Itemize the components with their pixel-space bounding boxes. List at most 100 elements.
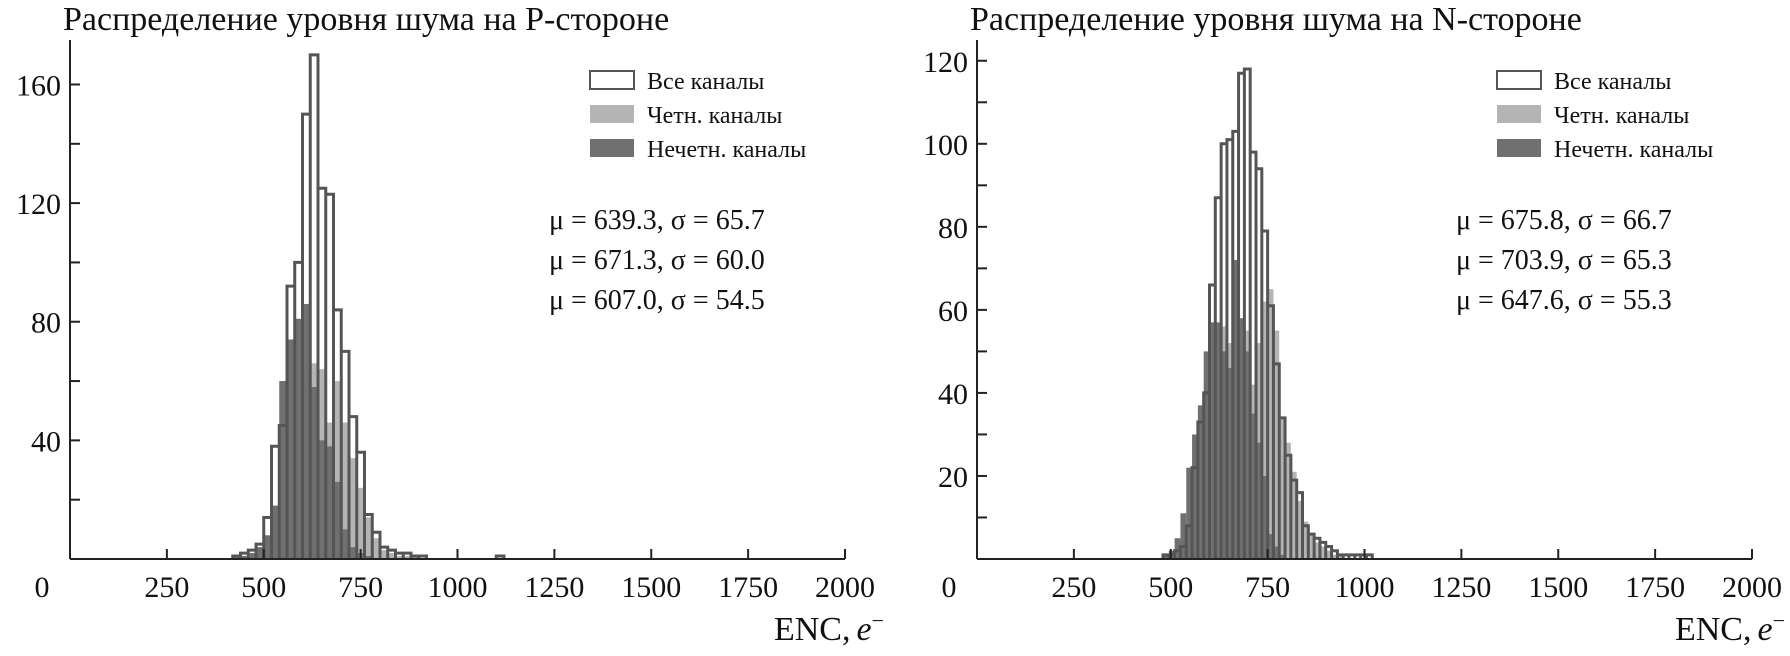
- bar-p-series1-21: [403, 556, 411, 559]
- stat-even-n: μ = 703.9, σ = 65.3: [1456, 245, 1672, 276]
- y-tick-label-n-20: 20: [938, 461, 968, 494]
- bar-n-series2-3: [1180, 513, 1187, 559]
- y-tick-label-n-60: 60: [938, 295, 968, 328]
- legend-label-all-n: Все каналы: [1554, 69, 1671, 95]
- bar-n-series1-24: [1302, 521, 1309, 559]
- chart-title-n: Распределение уровня шума на N-стороне: [970, 1, 1582, 38]
- x-tick-label-p-2000: 2000: [815, 571, 875, 604]
- bar-n-series2-4: [1186, 467, 1193, 559]
- bar-n-series2-15: [1250, 413, 1256, 559]
- x-axis-label-n: ENC, e−: [1675, 608, 1785, 648]
- legend-swatch-even-p: [590, 105, 634, 123]
- x-tick-label-p-1000: 1000: [428, 571, 488, 604]
- ticks-n: 0 250 500 750 1000 1250 1500 1750 2000 20 40 60 80 10…: [923, 46, 1782, 604]
- bar-n-series2-14: [1244, 351, 1251, 559]
- legend-label-odd-p: Нечетн. каналы: [647, 137, 806, 163]
- stat-odd-p: μ = 607.0, σ = 54.5: [549, 285, 765, 316]
- bar-n-series1-22: [1290, 471, 1297, 559]
- bar-p-series2-12: [325, 446, 334, 559]
- bar-p-series1-14: [349, 458, 357, 559]
- bar-n-series1-20: [1279, 417, 1286, 559]
- bar-p-series2-2: [248, 553, 256, 559]
- stat-odd-n: μ = 647.6, σ = 55.3: [1456, 285, 1672, 316]
- legend-swatch-odd-p: [590, 139, 634, 157]
- histogram-bars-n: [1161, 67, 1374, 559]
- legend-label-even-p: Четн. каналы: [647, 103, 782, 129]
- x-tick-label-p-250: 250: [144, 571, 189, 604]
- bar-n-series2-0: [1163, 554, 1169, 559]
- legend-swatch-even-n: [1497, 105, 1541, 123]
- x-axis-label-p: ENC, e−: [774, 608, 884, 648]
- stats-n: μ = 675.8, σ = 66.7 μ = 703.9, σ = 65.3 …: [1456, 205, 1672, 316]
- legend-label-even-n: Четн. каналы: [1554, 103, 1689, 129]
- bar-p-series1-13: [341, 422, 349, 559]
- y-tick-label-p-160: 160: [16, 69, 61, 102]
- bar-p-series2-5: [271, 505, 280, 559]
- bar-n-series2-9: [1215, 322, 1222, 559]
- bar-p-series1-15: [356, 487, 365, 559]
- panel-n-side: Распределение уровня шума на N-стороне 0…: [923, 1, 1785, 648]
- legend-n: Все каналы Четн. каналы Нечетн. каналы: [1496, 69, 1713, 163]
- bar-p-series1-17: [372, 538, 380, 559]
- histogram-bars-p: [231, 53, 506, 559]
- bar-n-series2-18: [1267, 534, 1274, 559]
- bar-p-series1-16: [364, 517, 373, 559]
- bar-n-series1-25: [1308, 534, 1315, 559]
- y-tick-label-n-40: 40: [938, 378, 968, 411]
- bar-p-series2-11: [318, 440, 326, 559]
- x-tick-label-p-0: 0: [35, 571, 50, 604]
- stat-all-p: μ = 639.3, σ = 65.7: [549, 205, 765, 236]
- bar-n-series2-10: [1221, 351, 1227, 559]
- bar-p-series2-7: [287, 339, 295, 559]
- bar-p-series2-17: [364, 556, 373, 559]
- x-tick-label-n-750: 750: [1245, 571, 1290, 604]
- x-tick-label-p-1750: 1750: [718, 571, 778, 604]
- x-tick-label-n-0: 0: [942, 571, 957, 604]
- x-tick-label-p-1500: 1500: [621, 571, 681, 604]
- bar-n-series1-17: [1261, 301, 1268, 559]
- bar-n-series2-8: [1209, 322, 1216, 559]
- bar-p-series2-3: [256, 547, 264, 559]
- bar-n-series2-20: [1279, 554, 1286, 559]
- bar-p-series2-8: [294, 318, 303, 559]
- stat-even-p: μ = 671.3, σ = 60.0: [549, 245, 765, 276]
- chart-title-p: Распределение уровня шума на P-стороне: [63, 1, 669, 38]
- bar-n-series1-19: [1273, 330, 1280, 559]
- stats-p: μ = 639.3, σ = 65.7 μ = 671.3, σ = 60.0 …: [549, 205, 765, 316]
- legend-label-odd-n: Нечетн. каналы: [1554, 137, 1713, 163]
- y-tick-label-p-40: 40: [31, 425, 61, 458]
- bar-p-series2-9: [302, 303, 311, 559]
- bar-p-series1-12: [333, 381, 342, 559]
- x-tick-label-p-500: 500: [241, 571, 286, 604]
- bar-p-series2-10: [310, 386, 318, 559]
- bar-n-series2-13: [1238, 318, 1245, 559]
- ticks-p: 0 250 500 750 1000 1250 1500 1750 2000 40 80 120 160: [16, 69, 875, 604]
- bar-p-series1-20: [395, 556, 404, 559]
- bar-n-series1-28: [1325, 550, 1332, 559]
- bar-p-series2-14: [341, 529, 349, 559]
- bar-n-series2-7: [1203, 351, 1210, 559]
- bar-n-series2-5: [1192, 434, 1198, 559]
- bar-p-series1-19: [387, 553, 396, 559]
- x-tick-label-n-1000: 1000: [1335, 571, 1395, 604]
- panel-p-side: Распределение уровня шума на P-стороне 0…: [16, 1, 884, 648]
- x-tick-label-n-2000: 2000: [1722, 571, 1782, 604]
- x-tick-label-n-1250: 1250: [1431, 571, 1491, 604]
- bar-p-series2-13: [333, 481, 342, 559]
- y-tick-label-p-120: 120: [16, 188, 61, 221]
- x-tick-label-n-250: 250: [1051, 571, 1096, 604]
- legend-p: Все каналы Четн. каналы Нечетн. каналы: [589, 69, 806, 163]
- bar-n-series2-2: [1174, 538, 1181, 559]
- bar-n-series2-12: [1232, 260, 1239, 559]
- bar-n-series1-29: [1331, 554, 1338, 559]
- x-tick-label-n-1750: 1750: [1625, 571, 1685, 604]
- bar-n-series1-30: [1337, 554, 1344, 559]
- outline-n-all-channels: [1161, 67, 1374, 559]
- outline-p-all-channels: [231, 53, 506, 559]
- bar-p-series2-6: [279, 381, 287, 559]
- x-tick-label-n-500: 500: [1148, 571, 1193, 604]
- bar-n-series1-21: [1285, 442, 1291, 559]
- bar-n-series2-19: [1273, 546, 1280, 559]
- bar-n-series2-6: [1197, 405, 1204, 559]
